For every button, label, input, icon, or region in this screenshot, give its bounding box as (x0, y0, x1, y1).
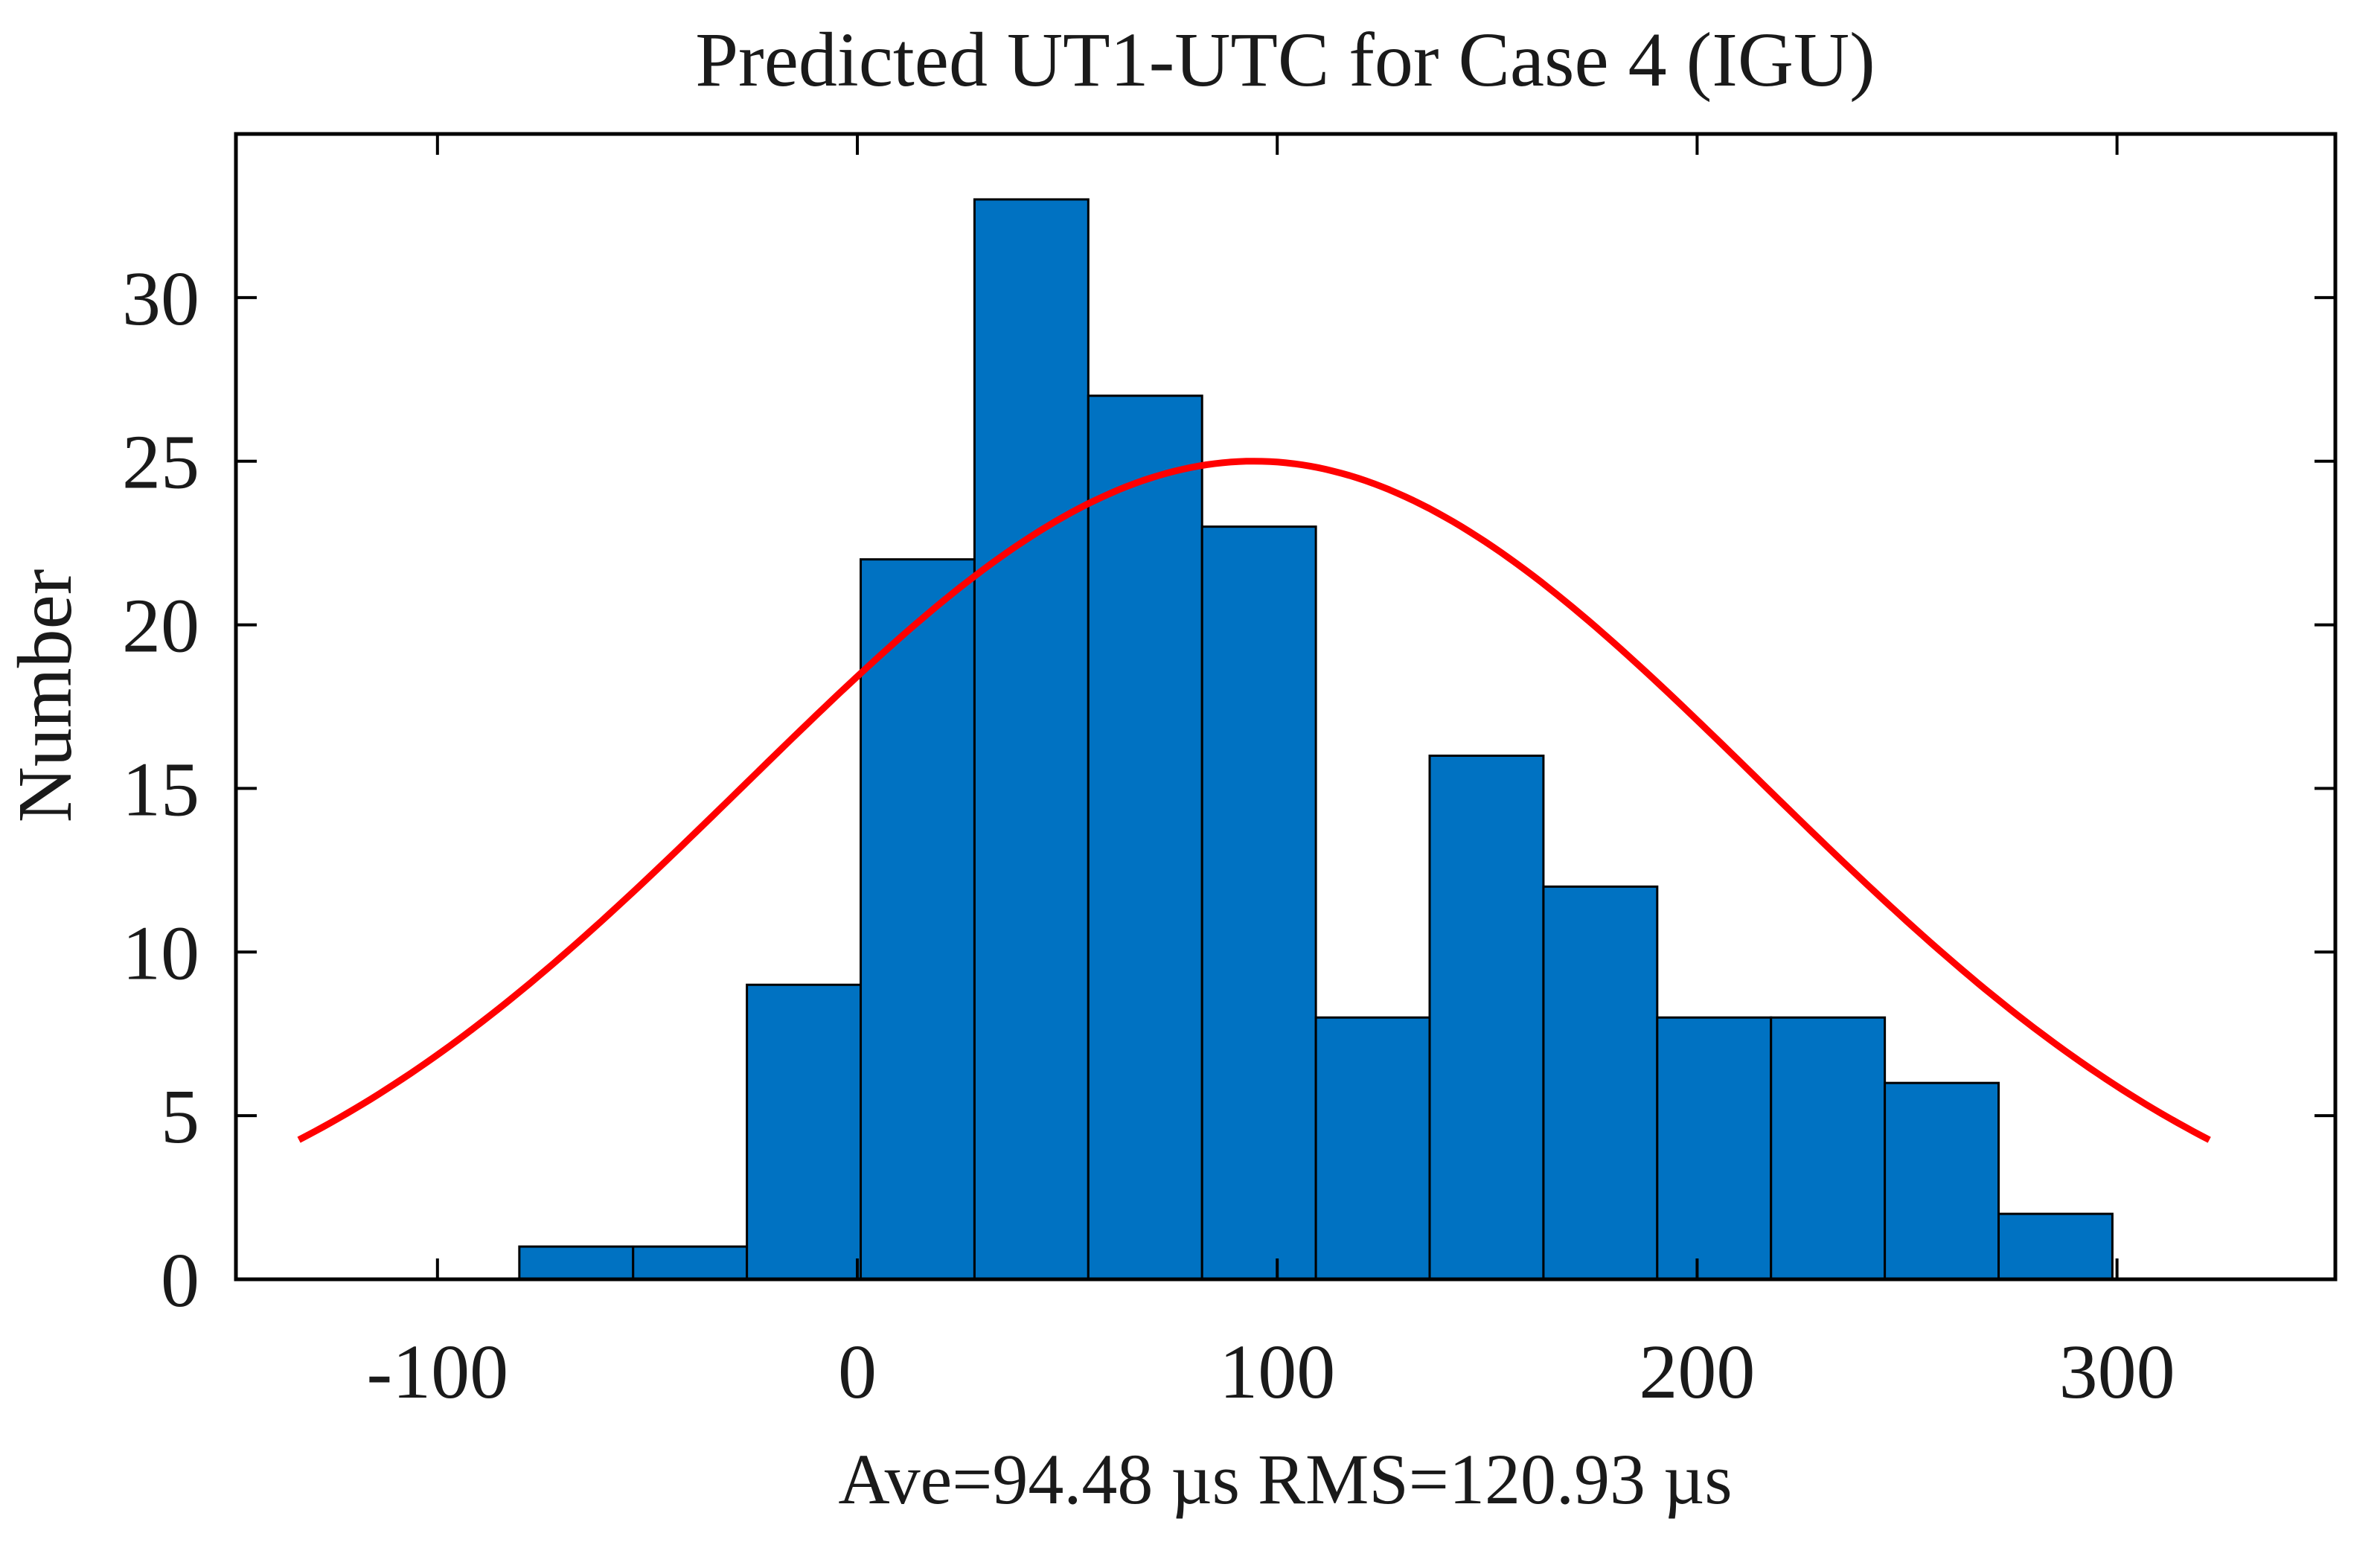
y-axis-label: Number (2, 569, 88, 823)
y-tick-label: 15 (122, 746, 199, 832)
axis-ticks: -100 0 100 200 300 0 5 10 15 20 25 30 (122, 134, 2335, 1415)
x-tick-label: 0 (838, 1329, 877, 1415)
histogram-bar (1656, 1016, 1773, 1281)
x-axis-label: Ave=94.48 µs RMS=120.93 µs (838, 1439, 1732, 1519)
histogram-bar (518, 1245, 635, 1281)
histogram-bar (860, 558, 976, 1281)
histogram-bar (1200, 525, 1317, 1281)
histogram-bar (1314, 1016, 1431, 1281)
x-tick-label: 100 (1219, 1329, 1335, 1415)
histogram-bar (1770, 1016, 1887, 1281)
histogram-bar (1997, 1212, 2114, 1281)
y-tick-label: 10 (122, 910, 199, 996)
normal-fit-curve (297, 458, 2211, 1143)
histogram-bar (1087, 394, 1203, 1281)
histogram-bars (518, 198, 2114, 1281)
histogram-bar (632, 1245, 749, 1281)
y-tick-label: 0 (161, 1238, 199, 1323)
y-tick-label: 25 (122, 420, 199, 505)
y-tick-label: 20 (122, 583, 199, 669)
histogram-bar (746, 983, 863, 1281)
histogram-bar (1428, 754, 1545, 1281)
chart-title: Predicted UT1-UTC for Case 4 (IGU) (695, 17, 1875, 103)
x-tick-label: -100 (366, 1329, 508, 1415)
y-tick-label: 5 (161, 1074, 199, 1159)
y-tick-label: 30 (122, 256, 199, 342)
histogram-bar (1542, 885, 1659, 1281)
axes-frame (234, 132, 2338, 1282)
x-tick-label: 200 (1639, 1329, 1755, 1415)
histogram-bar (1884, 1081, 2000, 1281)
histogram-bar (973, 198, 1090, 1281)
x-tick-label: 300 (2059, 1329, 2175, 1415)
